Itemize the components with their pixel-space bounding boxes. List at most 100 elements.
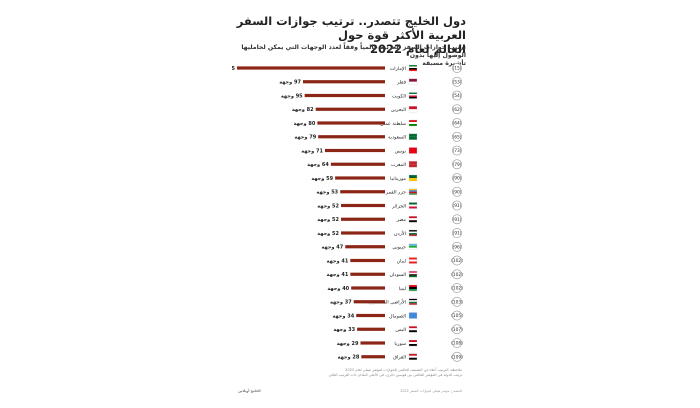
rank-circle bbox=[452, 255, 462, 266]
rank-label: (79) bbox=[452, 162, 461, 168]
jordan-flag-icon bbox=[408, 229, 418, 237]
country-label: اليمن bbox=[395, 327, 406, 333]
algeria-flag-icon bbox=[408, 202, 418, 209]
rank-circle bbox=[452, 104, 462, 115]
subtitle-line-2: تأشيرة مسبقة bbox=[422, 60, 466, 67]
country-label: سوريا bbox=[394, 341, 406, 347]
rank-label: (91) bbox=[452, 231, 461, 237]
country-label: العراق bbox=[393, 355, 406, 361]
tunisia-flag-icon bbox=[408, 147, 418, 154]
rank-circle bbox=[452, 118, 462, 128]
rank-circle bbox=[452, 159, 462, 170]
rank-circle bbox=[452, 324, 462, 335]
rank-label: (90) bbox=[452, 176, 461, 182]
value-label: 71 وجهة bbox=[301, 148, 323, 154]
country-label: الجزائر bbox=[391, 203, 406, 209]
rank-label: (91) bbox=[452, 217, 461, 223]
value-label: 79 وجهة bbox=[294, 135, 316, 141]
value-label: 95 وجهة bbox=[281, 93, 303, 99]
saudi-flag-icon bbox=[408, 133, 418, 140]
bar-chart: (15) الإمارات 175 وجهة (53) قطر 97 وجهة (54) ال… bbox=[232, 63, 463, 362]
country-label: ليبيا bbox=[399, 286, 407, 292]
rank-label: (109) bbox=[451, 354, 463, 360]
value-label: 64 وجهة bbox=[307, 162, 329, 168]
bar bbox=[350, 258, 385, 263]
country-label: السودان bbox=[389, 272, 406, 278]
rank-label: (15) bbox=[452, 66, 461, 72]
footnote-line-2: ترتيب الدولة في المؤشر العالمي بين قوسين… bbox=[328, 373, 462, 377]
bar bbox=[341, 203, 385, 208]
rank-circle bbox=[452, 310, 462, 321]
country-label: المغرب bbox=[391, 162, 406, 168]
country-label: تونس bbox=[395, 149, 407, 154]
country-label: جيبوتي bbox=[392, 246, 406, 251]
rank-label: (64) bbox=[452, 121, 461, 127]
bar bbox=[361, 355, 385, 359]
value-label: 47 وجهة bbox=[321, 245, 343, 251]
djibouti-flag-icon bbox=[408, 243, 418, 250]
bar bbox=[317, 121, 385, 125]
sudan-flag-icon bbox=[408, 271, 418, 278]
bar bbox=[315, 107, 385, 111]
somalia-flag-icon bbox=[408, 312, 418, 319]
bar bbox=[350, 272, 385, 276]
libya-flag-icon bbox=[408, 284, 418, 292]
rank-label: (103) bbox=[451, 299, 463, 305]
country-label: قطر bbox=[396, 80, 406, 86]
footer-source: المصدر: مؤشر هينلي لجوازات السفر 2022 bbox=[400, 389, 462, 393]
footnote-line-1: ملاحظة: الترتيب أعلاه من التصنيف العالمي… bbox=[345, 368, 462, 372]
comoros-flag-icon bbox=[408, 188, 418, 195]
rank-circle bbox=[452, 145, 462, 156]
rank-circle bbox=[452, 76, 462, 87]
rank-circle bbox=[452, 63, 462, 73]
bar bbox=[304, 93, 385, 98]
value-label: 40 وجهة bbox=[327, 286, 349, 292]
value-label: 82 وجهة bbox=[292, 107, 314, 113]
value-label: 59 وجهة bbox=[311, 176, 333, 182]
country-label: الأردن bbox=[394, 230, 406, 237]
rank-circle bbox=[452, 269, 462, 280]
rank-label: (73) bbox=[452, 148, 461, 154]
rank-label: (96) bbox=[452, 244, 461, 250]
bar bbox=[341, 231, 385, 235]
value-label: 52 وجهة bbox=[317, 217, 339, 223]
rank-circle bbox=[452, 351, 462, 362]
bar bbox=[324, 148, 385, 153]
value-label: 175 وجهة bbox=[232, 66, 236, 72]
bar bbox=[340, 190, 385, 194]
footer-brand-logo: الخليج أونلاين bbox=[238, 389, 261, 393]
chart-subtitle: ترتيب جوازات السفر العربية عالمياً وفقاً… bbox=[234, 44, 466, 68]
title-line-1: دول الخليج تتصدر.. ترتيب جوازات السفر ال… bbox=[236, 14, 466, 42]
country-label: الإمارات bbox=[390, 66, 406, 72]
bar bbox=[330, 162, 385, 166]
iraq-flag-icon bbox=[408, 353, 418, 360]
rank-label: (105) bbox=[451, 313, 463, 319]
bar bbox=[237, 66, 385, 70]
country-label: سلطنة عمان bbox=[380, 121, 406, 127]
value-label: 37 وجهة bbox=[330, 300, 352, 306]
chart-title: دول الخليج تتصدر.. ترتيب جوازات السفر ال… bbox=[234, 14, 466, 56]
oman-flag-icon bbox=[408, 119, 418, 127]
morocco-flag-icon bbox=[408, 161, 418, 168]
rank-circle bbox=[452, 283, 462, 293]
rank-label: (91) bbox=[452, 203, 461, 209]
country-label: جزر القمر bbox=[385, 190, 406, 196]
rank-label: (62) bbox=[452, 107, 461, 113]
value-label: 34 وجهة bbox=[332, 313, 354, 319]
infographic-card: دول الخليج تتصدر.. ترتيب جوازات السفر ال… bbox=[232, 0, 472, 408]
footnote: ملاحظة: الترتيب أعلاه من التصنيف العالمي… bbox=[238, 368, 462, 378]
bar bbox=[357, 327, 385, 331]
country-label: الأراضي الفلسطينية bbox=[367, 299, 406, 306]
country-label: الصومال bbox=[389, 313, 406, 319]
rank-circle bbox=[452, 241, 462, 252]
bar bbox=[351, 286, 385, 290]
rank-label: (108) bbox=[451, 341, 463, 347]
value-label: 97 وجهة bbox=[279, 80, 301, 86]
bar bbox=[302, 80, 385, 84]
country-label: لبنان bbox=[397, 258, 407, 264]
mauritania-flag-icon bbox=[408, 174, 418, 182]
rank-circle bbox=[452, 131, 462, 142]
lebanon-flag-icon bbox=[408, 257, 418, 264]
country-label: البحرين bbox=[391, 107, 406, 113]
rank-label: (90) bbox=[452, 189, 461, 195]
